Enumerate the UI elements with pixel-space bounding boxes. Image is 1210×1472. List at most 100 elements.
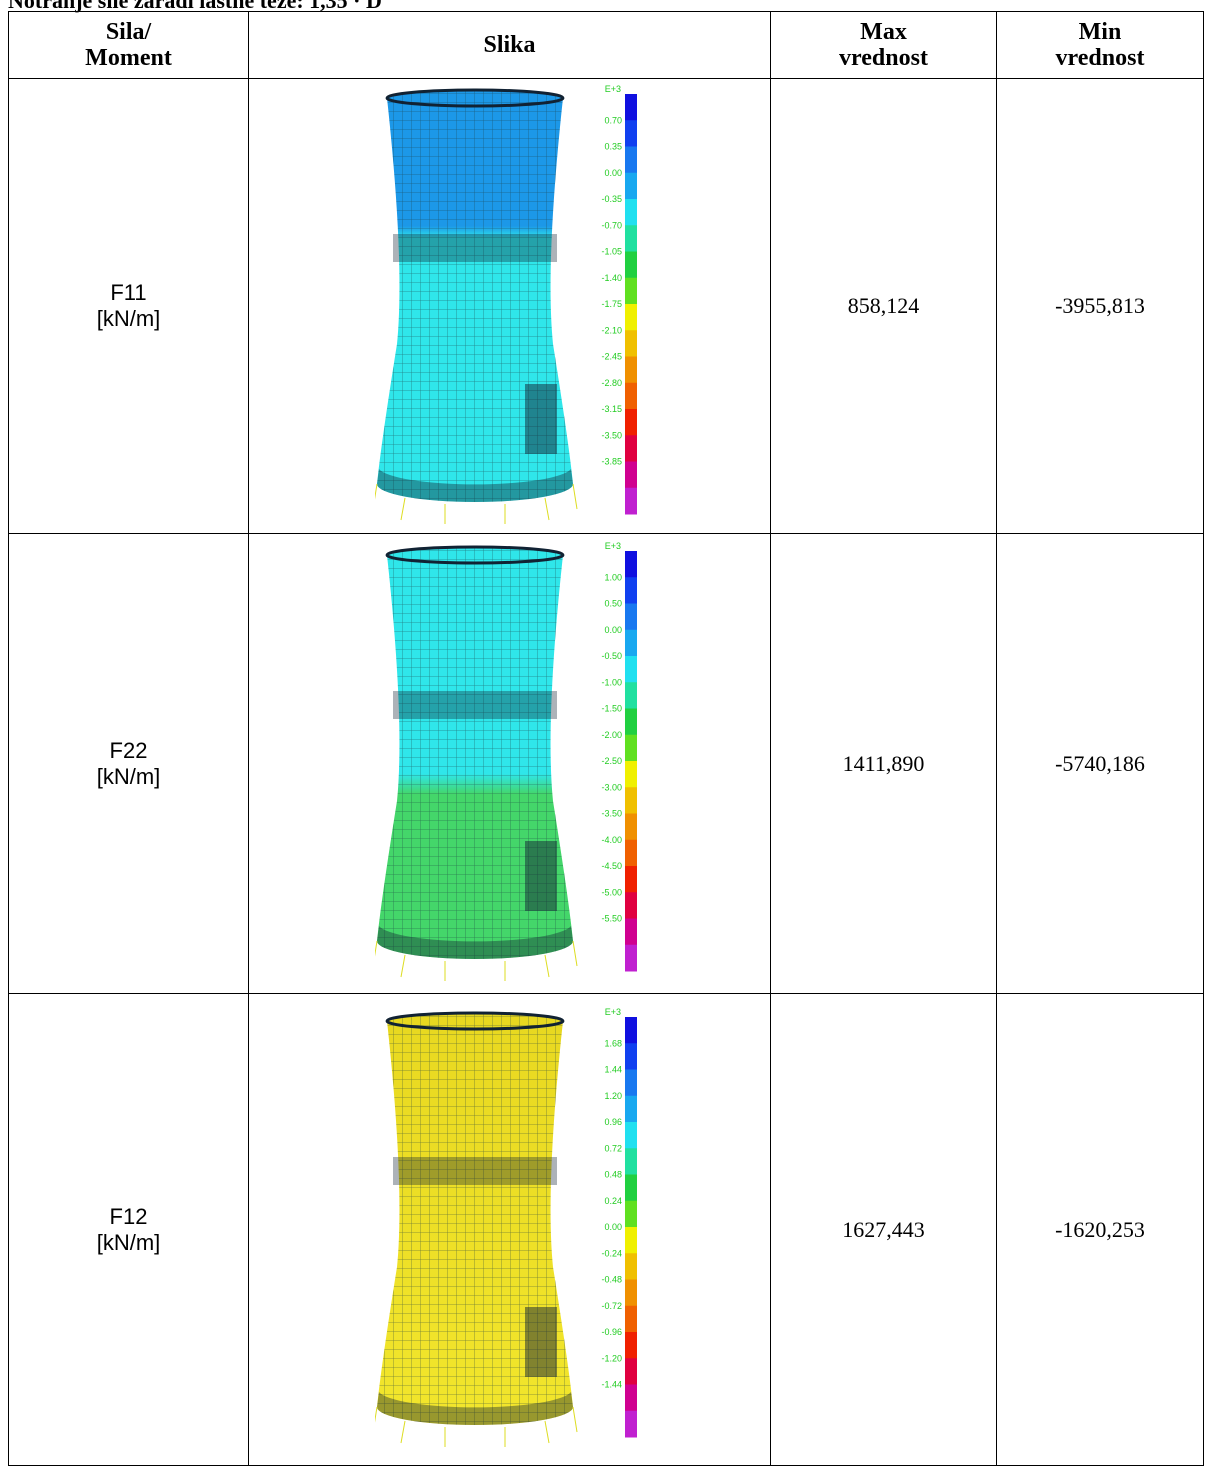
legend-swatch xyxy=(624,577,637,604)
legend-label: -3.00 xyxy=(601,782,622,792)
label-line: [kN/m] xyxy=(96,306,161,331)
support-lines xyxy=(372,940,577,981)
legend-swatch xyxy=(624,892,637,919)
legend-label: -0.24 xyxy=(601,1248,622,1258)
legend-label: -0.35 xyxy=(601,194,622,204)
band xyxy=(392,691,557,719)
legend-label: 1.20 xyxy=(604,1091,622,1101)
legend-swatch xyxy=(624,787,637,814)
legend-swatch xyxy=(624,119,637,147)
legend-swatch xyxy=(624,1227,637,1254)
legend-swatch xyxy=(624,251,637,278)
opening xyxy=(524,841,557,911)
legend-label: 0.00 xyxy=(604,625,622,635)
legend-swatch xyxy=(624,1095,637,1123)
min-value: -3955,813 xyxy=(996,78,1204,534)
min-value: -5740,186 xyxy=(996,533,1204,994)
legend-label: -2.45 xyxy=(601,351,622,361)
legend-swatch xyxy=(624,1332,637,1359)
legend-swatch xyxy=(624,434,637,462)
header-line: Slika xyxy=(483,32,536,58)
table-body: F11 [kN/m] E+3 0.70 0.35 0.00 -0.35 -0.70 -1.05-… xyxy=(8,78,1204,1466)
row-label: F12 [kN/m] xyxy=(8,993,249,1466)
legend-label: -5.50 xyxy=(601,914,622,924)
legend-label: 0.24 xyxy=(604,1196,622,1206)
legend-swatch xyxy=(624,1200,637,1228)
legend-swatch xyxy=(624,1253,637,1280)
legend-swatch xyxy=(624,918,637,946)
legend-swatch xyxy=(624,1174,637,1202)
legend-label: 0.35 xyxy=(604,141,622,151)
legend-label: -3.50 xyxy=(601,430,622,440)
max-value: 858,124 xyxy=(770,78,997,534)
legend-swatch xyxy=(624,303,637,331)
legend-label: 0.72 xyxy=(604,1143,622,1153)
label-line: F22 xyxy=(109,737,148,763)
column-header: Min vrednost xyxy=(996,11,1204,79)
legend-label: -1.00 xyxy=(601,677,622,687)
legend-unit: E+3 xyxy=(604,1007,620,1017)
band xyxy=(392,233,557,262)
legend-label: -2.80 xyxy=(601,377,622,387)
row-label: F22 [kN/m] xyxy=(8,533,249,994)
legend-unit: E+3 xyxy=(604,541,620,551)
legend-label: 0.50 xyxy=(604,599,622,609)
column-header: Slika xyxy=(248,11,771,79)
legend-swatch xyxy=(624,603,637,631)
header-line: Moment xyxy=(85,45,172,71)
legend-label: -5.00 xyxy=(601,887,622,897)
legend-label: 0.00 xyxy=(604,1222,622,1232)
header-line: vrednost xyxy=(1055,45,1145,71)
legend-label: -3.50 xyxy=(601,809,622,819)
legend-label: -3.85 xyxy=(601,456,622,466)
row-label: F11 [kN/m] xyxy=(8,78,249,534)
legend-swatch xyxy=(624,813,637,841)
table-row: F12 [kN/m] E+3 1.68 1.44 1.20 0.96 0.72 0.48 0.24… xyxy=(8,993,1204,1466)
label-line: [kN/m] xyxy=(96,763,161,789)
legend-swatch xyxy=(624,629,637,657)
legend-swatch xyxy=(624,551,637,578)
table-row: F22 [kN/m] E+3 1.00 0.50 0.00 -0.50 -1.00 -1.50 -… xyxy=(8,533,1204,994)
legend-swatch xyxy=(624,1305,637,1333)
tower-top xyxy=(385,88,564,107)
legend-label: -2.50 xyxy=(601,756,622,766)
header-line: Sila/ xyxy=(105,19,152,45)
table-row: F11 [kN/m] E+3 0.70 0.35 0.00 -0.35 -0.70 -1.05 -… xyxy=(8,78,1204,534)
image-cell: E+3 1.68 1.44 1.20 0.96 0.72 0.48 0.24 0.00 -0.24… xyxy=(248,993,771,1466)
tower-mesh xyxy=(376,547,573,959)
legend-swatch xyxy=(624,1122,637,1149)
legend-unit: E+3 xyxy=(604,84,620,94)
legend-swatch xyxy=(624,944,637,972)
legend-label: 1.00 xyxy=(604,572,622,582)
legend-label: -0.48 xyxy=(601,1275,622,1285)
legend-label: -1.05 xyxy=(601,246,622,256)
legend-label: -2.00 xyxy=(601,730,622,740)
legend-label: 0.96 xyxy=(604,1117,622,1127)
legend-label: -4.50 xyxy=(601,861,622,871)
legend-swatch xyxy=(624,93,637,121)
legend-label: -1.20 xyxy=(601,1353,622,1363)
column-header: Max vrednost xyxy=(770,11,997,79)
legend-swatch xyxy=(624,1069,637,1097)
header-line: Max xyxy=(860,19,907,45)
max-value: 1411,890 xyxy=(770,533,997,994)
tower-plot: E+3 1.00 0.50 0.00 -0.50 -1.00 -1.50 -2.00 -2.50… xyxy=(372,541,637,981)
opening xyxy=(524,1307,557,1377)
legend-swatch xyxy=(624,146,637,173)
legend-swatch xyxy=(624,172,637,199)
results-table: Sila/Moment Slika Max vrednost Min vrednost F… xyxy=(8,11,1204,1466)
min-value: -1620,253 xyxy=(996,993,1204,1466)
opening xyxy=(524,383,557,454)
legend-label: -1.75 xyxy=(601,299,622,309)
legend-label: 1.68 xyxy=(604,1038,622,1048)
legend-swatch xyxy=(624,839,637,867)
legend-swatch xyxy=(624,408,637,436)
image-cell: E+3 0.70 0.35 0.00 -0.35 -0.70 -1.05 -1.40 -1.75… xyxy=(248,78,771,534)
tower-mesh xyxy=(376,89,573,502)
legend-swatch xyxy=(624,734,637,762)
legend-swatch xyxy=(624,1358,637,1385)
legend-swatch xyxy=(624,329,637,357)
legend-swatch xyxy=(624,1279,637,1307)
legend-swatch xyxy=(624,382,637,409)
legend-label: 0.48 xyxy=(604,1170,622,1180)
